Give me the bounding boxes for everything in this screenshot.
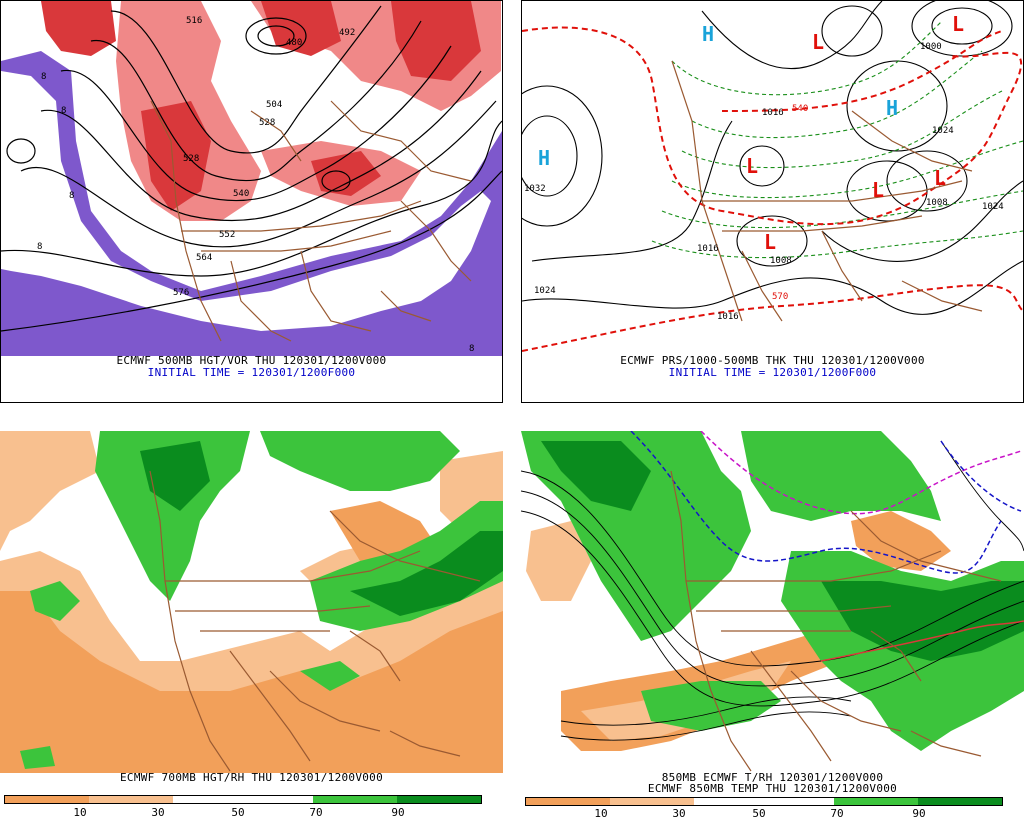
panel-700mb-hgt-rh: ECMWF 700MB HGT/RH THU 120301/1200V000 1…: [0, 431, 503, 819]
rh-colorbar: [4, 795, 482, 804]
colorbar-tick: 70: [309, 806, 323, 819]
political-borders: [149, 470, 481, 772]
colorbar-tick: 50: [231, 806, 245, 819]
low-pressure-center: L: [934, 166, 946, 190]
rh-colorbar: [525, 797, 1003, 806]
isobar-label: 1008: [926, 198, 948, 208]
contour-label: 528: [259, 118, 275, 128]
colorbar-tick: 70: [830, 807, 844, 820]
rh-dry-region: [0, 431, 100, 551]
political-borders: [670, 470, 1002, 772]
colorbar-tick: 30: [672, 807, 686, 820]
low-pressure-center: L: [952, 12, 964, 36]
isobar-label: 1016: [697, 244, 719, 254]
political-borders: [671, 60, 983, 322]
panel-500mb-hgt-vor: 576 564 552 540 528 528 516 504 492 480 …: [0, 0, 503, 403]
low-pressure-center: L: [872, 178, 884, 202]
contour-label: 8: [37, 242, 42, 252]
map-500mb: 576 564 552 540 528 528 516 504 492 480 …: [1, 1, 502, 356]
isobar-label: 1008: [770, 256, 792, 266]
isobar-label: 1032: [524, 184, 546, 194]
isobar-label: 1016: [762, 108, 784, 118]
temperature-contours: [521, 440, 1024, 741]
contour-label: 504: [266, 100, 282, 110]
thickness-label: 540: [792, 104, 808, 114]
isotherm-minus-20: [700, 431, 1022, 515]
isobar-label: 1024: [534, 286, 556, 296]
contour-label: 492: [339, 28, 355, 38]
contour-label: 552: [219, 230, 235, 240]
contour-label: 576: [173, 288, 189, 298]
high-pressure-center: H: [886, 96, 898, 120]
map-prs-thk: H H H L L L L L L 1032 1024 1024 1016 10…: [522, 1, 1023, 356]
map-title: 850MB ECMWF T/RH 120301/1200V000: [661, 771, 884, 784]
thickness-540-570: [522, 26, 1023, 352]
map-title: ECMWF 700MB HGT/RH THU 120301/1200V000: [119, 771, 384, 784]
low-pressure-center: L: [764, 230, 776, 254]
isobar-label: 1016: [717, 312, 739, 322]
colorbar-tick: 30: [151, 806, 165, 819]
panel-prs-thk: H H H L L L L L L 1032 1024 1024 1016 10…: [521, 0, 1024, 403]
contour-label: 540: [233, 189, 249, 199]
contour-label: 8: [469, 344, 474, 354]
isobar-label: 1024: [982, 202, 1004, 212]
map-title: ECMWF 500MB HGT/VOR THU 120301/1200V000: [116, 354, 387, 367]
political-borders: [150, 100, 472, 342]
isotherm-minus-10: [630, 431, 1002, 574]
isotherm-zero: [820, 620, 1024, 662]
contour-label: 480: [286, 38, 302, 48]
contour-label: 516: [186, 16, 202, 26]
map-subtitle: INITIAL TIME = 120301/1200F000: [668, 366, 877, 379]
colorbar-tick: 10: [594, 807, 608, 820]
contour-label: 528: [183, 154, 199, 164]
rh-moist-region: [95, 431, 250, 601]
contour-label: 8: [41, 72, 46, 82]
rh-dry-region: [526, 521, 591, 601]
map-subtitle: ECMWF 850MB TEMP THU 120301/1200V000: [647, 782, 898, 795]
thickness-contours: [651, 20, 1023, 259]
colorbar-tick: 50: [752, 807, 766, 820]
map-subtitle: INITIAL TIME = 120301/1200F000: [147, 366, 356, 379]
colorbar-tick: 90: [391, 806, 405, 819]
contour-label: 8: [61, 106, 66, 116]
height-contours: [1, 5, 502, 332]
isobar-contours: [522, 1, 1023, 315]
panel-850mb-t-rh: 850MB ECMWF T/RH 120301/1200V000 ECMWF 8…: [521, 431, 1024, 820]
isobar-label: 1000: [920, 42, 942, 52]
contour-label: 8: [69, 191, 74, 201]
map-850mb: [521, 431, 1024, 773]
colorbar-tick: 90: [912, 807, 926, 820]
low-pressure-center: L: [812, 30, 824, 54]
map-700mb: [0, 431, 503, 773]
high-pressure-center: H: [538, 146, 550, 170]
isobar-label: 1024: [932, 126, 954, 136]
contour-label: 564: [196, 253, 212, 263]
low-pressure-center: L: [746, 154, 758, 178]
high-pressure-center: H: [702, 22, 714, 46]
thickness-label: 570: [772, 292, 788, 302]
map-title: ECMWF PRS/1000-500MB THK THU 120301/1200…: [620, 354, 925, 367]
colorbar-tick: 10: [73, 806, 87, 819]
